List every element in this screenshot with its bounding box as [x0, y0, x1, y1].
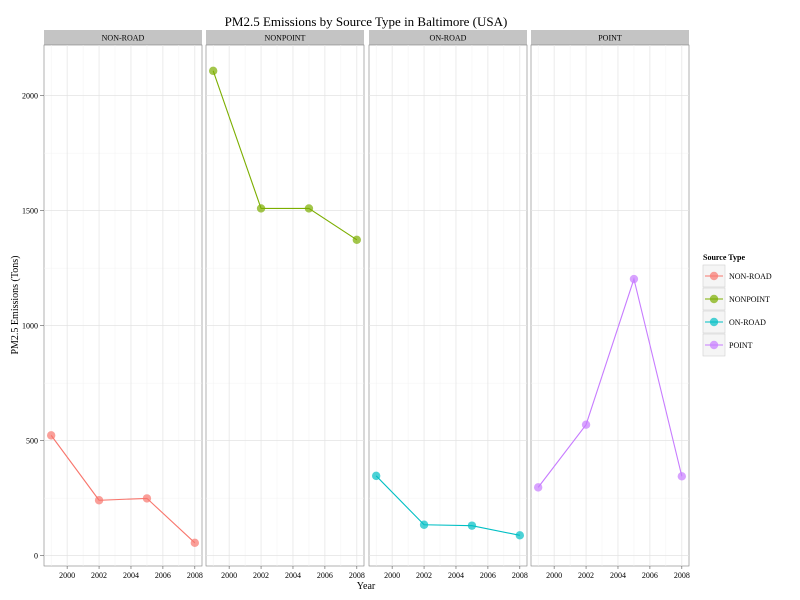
x-tick-label: 2004	[123, 571, 139, 580]
data-point	[533, 483, 543, 492]
data-point	[94, 496, 104, 505]
x-tick-label: 2006	[480, 571, 496, 580]
x-tick-label: 2004	[610, 571, 626, 580]
y-tick-label: 2000	[22, 92, 38, 101]
x-tick-label: 2008	[674, 571, 690, 580]
panel-non-road: NON-ROAD 2000 2002 2004 2006 2008	[43, 30, 203, 580]
panel-bg	[43, 44, 203, 567]
x-tick-label: 2000	[221, 571, 237, 580]
panel-point: POINT 2000 2002 2004 2006 2008	[530, 30, 690, 580]
y-tick-label: 0	[34, 552, 38, 561]
data-point	[46, 431, 56, 440]
data-point	[467, 521, 477, 530]
y-tick-label: 1000	[22, 322, 38, 331]
y-axis-title: PM2.5 Emissions (Tons)	[10, 255, 21, 354]
y-axis: 0 500 1000 1500 2000	[22, 92, 44, 561]
panel-nonpoint: NONPOINT 2000 2002 2004 2006 2008	[205, 30, 365, 580]
strip-bg	[44, 30, 202, 45]
legend: Source Type NON-ROAD NONPOINT ON-ROAD POINT	[702, 253, 772, 357]
panel-bg	[530, 44, 690, 567]
legend-item: NON-ROAD	[702, 264, 772, 288]
x-axis-title: Year	[357, 581, 376, 592]
legend-item: NONPOINT	[702, 287, 770, 311]
data-point	[352, 235, 362, 244]
legend-title: Source Type	[703, 253, 745, 262]
x-tick-label: 2002	[578, 571, 594, 580]
series-line	[375, 475, 520, 536]
data-point	[256, 204, 266, 213]
data-point	[371, 471, 381, 481]
data-point	[208, 66, 218, 76]
data-point	[419, 520, 429, 529]
facet-panels: NON-ROAD 2000 2002 2004 2006 2008 NONPOINT 2000…	[43, 30, 690, 580]
y-tick-label: 500	[26, 437, 38, 446]
x-tick-label: 2002	[253, 571, 269, 580]
x-tick-label: 2000	[546, 571, 562, 580]
legend-label: POINT	[729, 341, 753, 350]
data-point	[629, 274, 639, 284]
series-line	[212, 70, 358, 241]
x-tick-label: 2000	[384, 571, 400, 580]
data-point	[142, 494, 152, 503]
x-tick-label: 2004	[285, 571, 301, 580]
strip-bg	[531, 30, 689, 45]
legend-label: NONPOINT	[729, 295, 770, 304]
series-line	[537, 277, 683, 488]
data-point	[190, 538, 200, 548]
legend-item: ON-ROAD	[702, 310, 766, 334]
strip-label: NON-ROAD	[102, 34, 145, 43]
legend-key-point	[709, 340, 719, 350]
data-point	[304, 204, 314, 213]
legend-label: NON-ROAD	[729, 272, 772, 281]
series-line	[50, 435, 196, 544]
x-tick-label: 2006	[642, 571, 658, 580]
chart-title: PM2.5 Emissions by Source Type in Baltim…	[225, 14, 508, 29]
legend-key-point	[709, 294, 719, 304]
x-tick-label: 2006	[155, 571, 171, 580]
x-tick-label: 2008	[512, 571, 528, 580]
data-point	[677, 472, 687, 481]
x-tick-label: 2008	[187, 571, 203, 580]
panel-bg	[205, 44, 365, 567]
strip-label: ON-ROAD	[430, 34, 467, 43]
data-point	[581, 420, 591, 429]
x-tick-label: 2004	[448, 571, 464, 580]
data-point	[515, 531, 525, 540]
panel-on-road: ON-ROAD 2000 2002 2004 2006 2008	[368, 30, 528, 580]
legend-label: ON-ROAD	[729, 318, 766, 327]
x-tick-label: 2006	[317, 571, 333, 580]
strip-label: POINT	[598, 34, 622, 43]
strip-bg	[206, 30, 364, 45]
x-tick-label: 2002	[416, 571, 432, 580]
y-tick-label: 1500	[22, 207, 38, 216]
x-tick-label: 2008	[349, 571, 365, 580]
strip-bg	[369, 30, 527, 45]
strip-label: NONPOINT	[265, 34, 306, 43]
legend-key-point	[709, 271, 719, 281]
panel-bg	[368, 44, 528, 567]
x-tick-label: 2002	[91, 571, 107, 580]
x-tick-label: 2000	[59, 571, 75, 580]
legend-key-point	[709, 317, 719, 327]
legend-item: POINT	[702, 333, 753, 357]
